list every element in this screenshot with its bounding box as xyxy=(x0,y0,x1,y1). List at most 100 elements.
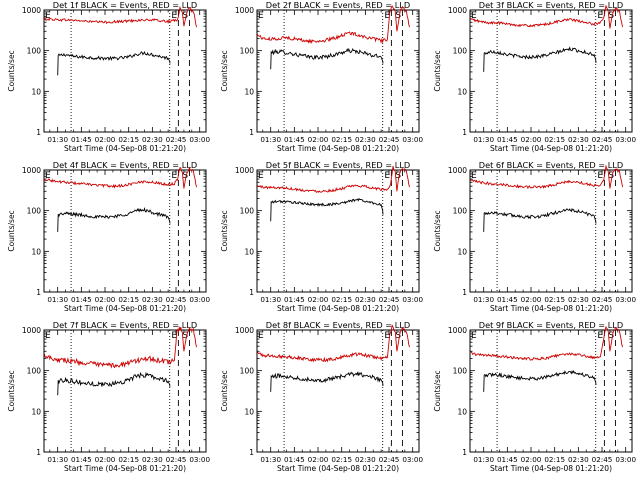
y-tick-label: 1000 xyxy=(22,6,41,15)
y-tick-label: 10 xyxy=(457,87,467,96)
y-tick-label: 100 xyxy=(240,47,255,56)
plot-frame xyxy=(43,9,207,133)
x-tick-label: 03:00 xyxy=(615,135,636,144)
series-line-lld xyxy=(470,164,623,190)
marker-label-e: E xyxy=(384,11,390,21)
detector-panel-1: Det 1f BLACK = Events, RED = LLD 1 10 100 10… xyxy=(7,0,210,153)
x-tick-label: 02:15 xyxy=(331,295,352,304)
x-tick-label: 02:45 xyxy=(592,455,613,464)
series-line-lld xyxy=(43,5,197,28)
x-axis-label: Start Time (04-Sep-08 01:21:20) xyxy=(277,144,399,153)
y-tick-label: 100 xyxy=(453,207,468,216)
plot-frame xyxy=(469,9,633,133)
detector-panel-5: Det 5f BLACK = Events, RED = LLD 1 10 100 10… xyxy=(220,160,423,313)
y-tick-label: 1000 xyxy=(448,6,467,15)
y-tick-label: 100 xyxy=(27,367,42,376)
x-tick-label: 02:45 xyxy=(166,295,187,304)
y-tick-label: 1 xyxy=(249,128,254,137)
x-axis-label: Start Time (04-Sep-08 01:21:20) xyxy=(277,464,399,473)
x-tick-label: 02:00 xyxy=(308,295,329,304)
marker-label-s: S xyxy=(182,171,188,181)
x-tick-label: 02:30 xyxy=(355,295,376,304)
y-tick-label: 1 xyxy=(249,448,254,457)
marker-label-e: E xyxy=(597,11,603,21)
x-tick-label: 02:30 xyxy=(142,295,163,304)
marker-label-e: E xyxy=(597,171,603,181)
x-tick-label: 01:45 xyxy=(284,135,305,144)
x-axis-label: Start Time (04-Sep-08 01:21:20) xyxy=(277,304,399,313)
x-tick-label: 02:15 xyxy=(118,135,139,144)
y-tick-label: 1000 xyxy=(235,166,254,175)
y-tick-label: 1000 xyxy=(235,6,254,15)
y-axis-label: Counts/sec xyxy=(220,50,229,91)
x-tick-label: 02:30 xyxy=(142,455,163,464)
x-tick-label: 02:00 xyxy=(521,455,542,464)
x-tick-label: 02:00 xyxy=(521,135,542,144)
x-tick-label: 01:45 xyxy=(284,455,305,464)
series-line-lld xyxy=(470,4,623,29)
panel-title: Det 8f BLACK = Events, RED = LLD xyxy=(266,320,410,330)
plot-frame xyxy=(469,169,633,293)
x-tick-label: 01:30 xyxy=(473,295,494,304)
y-axis-label: Counts/sec xyxy=(7,50,16,91)
marker-label-e-start: E xyxy=(258,11,264,21)
x-tick-label: 02:15 xyxy=(118,455,139,464)
marker-label-s: S xyxy=(395,11,401,21)
x-axis-label: Start Time (04-Sep-08 01:21:20) xyxy=(64,144,186,153)
x-tick-label: 02:30 xyxy=(355,455,376,464)
x-tick-label: 01:45 xyxy=(497,455,518,464)
y-axis-label: Counts/sec xyxy=(7,210,16,251)
series-line-events xyxy=(57,206,171,232)
marker-label-e: E xyxy=(171,171,177,181)
y-tick-label: 1 xyxy=(249,288,254,297)
detector-panel-3: Det 3f BLACK = Events, RED = LLD 1 10 100 10… xyxy=(433,0,636,153)
x-axis-label: Start Time (04-Sep-08 01:21:20) xyxy=(64,304,186,313)
y-tick-label: 1000 xyxy=(22,326,41,335)
plot-frame xyxy=(256,329,420,453)
y-tick-label: 100 xyxy=(240,367,255,376)
y-tick-label: 1 xyxy=(36,448,41,457)
detector-panel-6: Det 6f BLACK = Events, RED = LLD 1 10 100 10… xyxy=(433,160,636,313)
x-tick-label: 02:00 xyxy=(308,135,329,144)
series-line-lld xyxy=(470,325,623,361)
y-tick-label: 100 xyxy=(453,47,468,56)
marker-label-s: S xyxy=(608,11,614,21)
x-tick-label: 02:00 xyxy=(95,135,116,144)
y-tick-label: 100 xyxy=(27,47,42,56)
x-tick-label: 01:45 xyxy=(497,135,518,144)
x-tick-label: 01:30 xyxy=(47,295,68,304)
series-line-events xyxy=(483,369,597,392)
series-line-events xyxy=(57,371,171,396)
x-tick-label: 02:15 xyxy=(544,455,565,464)
y-tick-label: 1 xyxy=(462,128,467,137)
y-axis-label: Counts/sec xyxy=(433,370,442,411)
x-tick-label: 01:45 xyxy=(71,135,92,144)
x-tick-label: 03:00 xyxy=(402,295,423,304)
marker-label-e-start: E xyxy=(45,171,51,181)
x-tick-label: 02:30 xyxy=(568,295,589,304)
x-tick-label: 02:45 xyxy=(592,135,613,144)
panel-title: Det 7f BLACK = Events, RED = LLD xyxy=(53,320,197,330)
panel-title: Det 1f BLACK = Events, RED = LLD xyxy=(53,0,197,10)
plot-frame xyxy=(43,169,207,293)
y-tick-label: 10 xyxy=(31,247,41,256)
x-tick-label: 03:00 xyxy=(402,135,423,144)
y-tick-label: 1 xyxy=(36,288,41,297)
detector-panel-2: Det 2f BLACK = Events, RED = LLD 1 10 100 10… xyxy=(220,0,423,153)
x-tick-label: 02:45 xyxy=(379,135,400,144)
marker-label-e-start: E xyxy=(258,171,264,181)
x-tick-label: 02:15 xyxy=(331,455,352,464)
x-tick-label: 01:30 xyxy=(473,455,494,464)
x-tick-label: 02:30 xyxy=(568,135,589,144)
plot-frame xyxy=(256,169,420,293)
x-tick-label: 02:15 xyxy=(331,135,352,144)
x-tick-label: 01:30 xyxy=(473,135,494,144)
x-tick-label: 02:00 xyxy=(308,455,329,464)
series-line-lld xyxy=(256,5,410,44)
marker-label-e: E xyxy=(171,331,177,341)
plot-frame xyxy=(43,329,207,453)
x-tick-label: 01:45 xyxy=(71,295,92,304)
x-tick-label: 02:00 xyxy=(521,295,542,304)
